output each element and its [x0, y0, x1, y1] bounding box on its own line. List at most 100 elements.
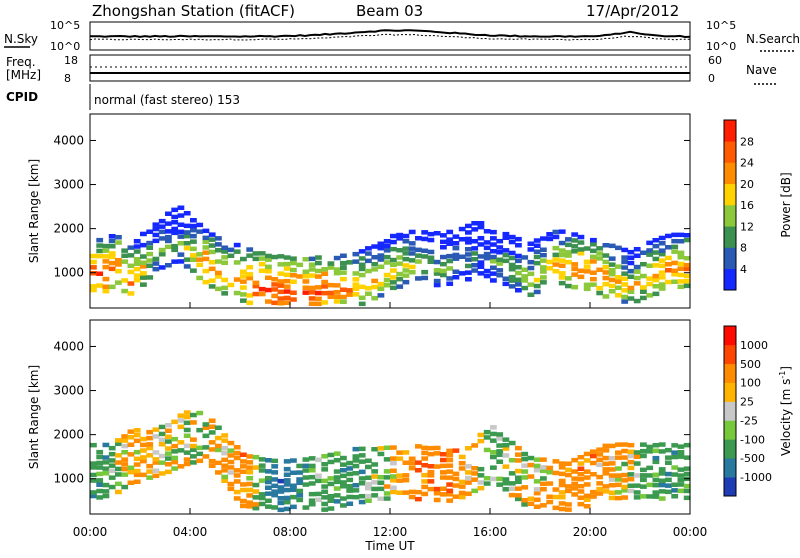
vel-cell	[133, 432, 141, 438]
vel-cell	[140, 448, 147, 453]
vel-cell	[358, 494, 366, 499]
vel-cell	[183, 420, 191, 426]
vel-cell	[121, 443, 129, 449]
power-cell	[252, 291, 260, 297]
power-cell	[302, 257, 310, 262]
vel-cell	[183, 433, 191, 438]
power-cell	[452, 245, 460, 251]
vel-cell	[277, 478, 285, 484]
power-cell	[408, 241, 416, 246]
vel-cell	[296, 470, 304, 475]
vel-cell	[233, 473, 241, 478]
power-cell	[415, 236, 422, 241]
power-cell	[608, 268, 616, 273]
vel-cell	[521, 502, 529, 507]
vel-cell	[608, 483, 616, 488]
power-cell	[583, 282, 591, 288]
vel-cell	[352, 488, 360, 493]
vel-cell	[227, 470, 235, 475]
y-axis-title: Slant Range [km]	[27, 159, 41, 263]
power-cell	[652, 291, 660, 297]
power-cell	[502, 252, 510, 258]
vel-cell	[277, 485, 285, 490]
vel-cell	[446, 469, 454, 474]
vel-cell	[452, 471, 460, 477]
vel-cell	[496, 452, 504, 457]
power-cell	[321, 279, 329, 285]
power-cell	[471, 257, 479, 262]
vel-cell	[596, 447, 604, 452]
colorbar-segment	[724, 205, 736, 227]
power-cell	[96, 271, 104, 276]
power-cell	[665, 233, 672, 239]
vel-cell	[440, 492, 447, 497]
power-cell	[115, 235, 122, 240]
power-cell	[315, 285, 322, 290]
power-cell	[240, 298, 247, 303]
power-cell	[215, 286, 222, 292]
power-cell	[658, 263, 666, 269]
vel-cell	[483, 429, 491, 435]
vel-cell	[346, 477, 354, 483]
power-cell	[546, 259, 554, 265]
power-cell	[265, 257, 272, 262]
vel-cell	[96, 495, 104, 500]
colorbar-segment	[724, 344, 736, 365]
power-cell	[265, 253, 272, 259]
power-cell	[190, 268, 197, 273]
power-cell	[565, 242, 572, 248]
power-cell	[477, 221, 485, 226]
vel-cell	[427, 445, 435, 451]
colorbar-label: 500	[740, 358, 761, 371]
power-cell	[283, 255, 291, 260]
vel-cell	[446, 448, 454, 454]
power-cell	[377, 286, 385, 292]
vel-cell	[333, 451, 341, 456]
vel-cell	[683, 442, 691, 448]
vel-cell	[533, 479, 541, 484]
power-cell	[433, 278, 441, 284]
freq-unit-label: [MHz]	[6, 68, 41, 82]
vel-cell	[171, 459, 179, 465]
vel-cell	[333, 486, 341, 491]
power-cell	[340, 253, 347, 258]
vel-cell	[221, 438, 229, 443]
vel-cell	[490, 450, 497, 455]
colorbar-label: 1000	[740, 339, 768, 352]
vel-cell	[590, 460, 597, 466]
vel-cell	[502, 437, 510, 442]
vel-cell	[208, 418, 216, 423]
vel-cell	[202, 433, 210, 439]
power-cell	[508, 267, 516, 272]
power-cell	[171, 220, 179, 225]
power-cell	[496, 257, 504, 262]
vel-cell	[315, 473, 322, 478]
vel-cell	[340, 503, 347, 508]
power-cell	[408, 258, 416, 263]
vel-cell	[140, 442, 147, 448]
vel-cell	[390, 456, 397, 461]
freq-left-top-tick: 18	[64, 54, 78, 67]
vel-cell	[90, 465, 97, 470]
vel-cell	[146, 445, 154, 451]
vel-cell	[658, 478, 666, 483]
vel-cell	[377, 496, 385, 501]
freq-panel-frame	[89, 54, 691, 82]
vel-cell	[665, 471, 672, 477]
power-cell	[290, 267, 297, 273]
vel-cell	[358, 499, 366, 505]
power-cell	[496, 245, 504, 250]
vel-cell	[440, 470, 447, 475]
power-cell	[558, 248, 566, 253]
power-cell	[327, 265, 335, 270]
vel-cell	[452, 448, 460, 453]
power-cell	[90, 259, 97, 265]
vel-cell	[108, 484, 116, 490]
vel-cell	[433, 445, 441, 451]
vel-cell	[115, 489, 122, 495]
power-cell	[440, 268, 447, 274]
power-cell	[377, 257, 385, 262]
power-cell	[408, 229, 416, 235]
vel-cell	[615, 450, 622, 455]
power-cell	[633, 269, 641, 274]
